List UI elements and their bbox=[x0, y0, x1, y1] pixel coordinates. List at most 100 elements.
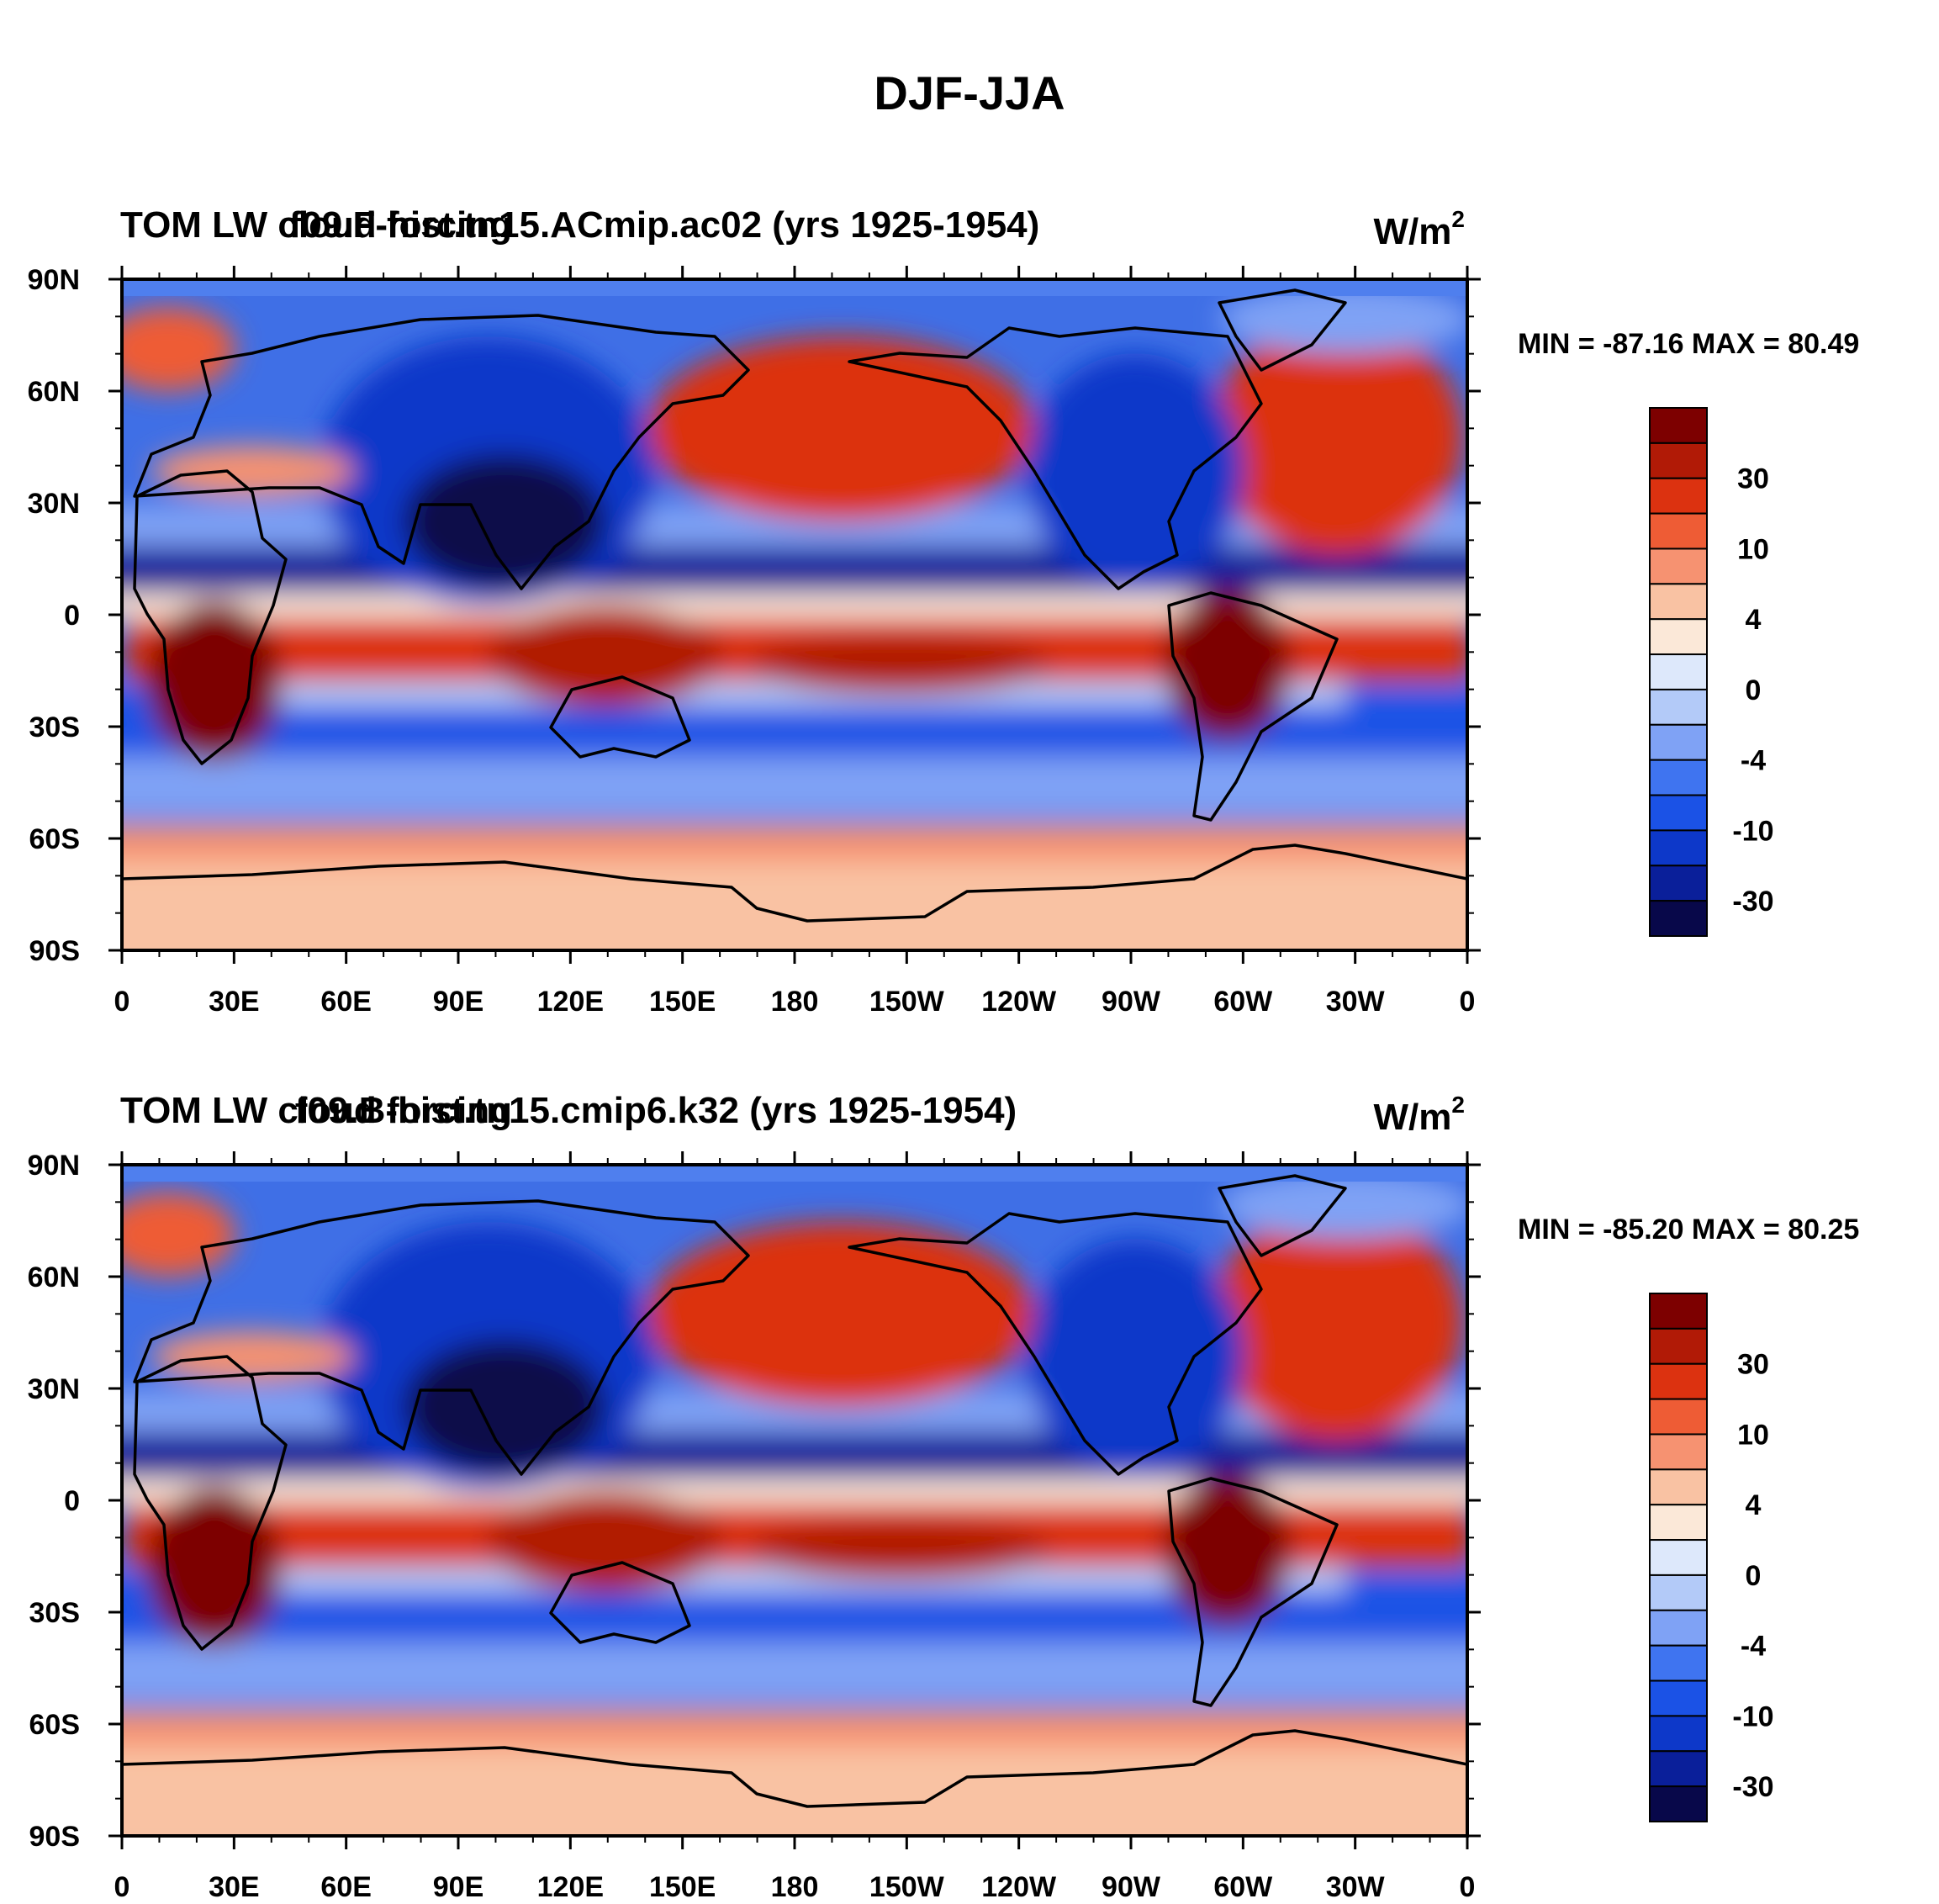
map-field bbox=[122, 1165, 1467, 1836]
north-america-cold bbox=[1026, 353, 1244, 589]
colorbar-label: 4 bbox=[1746, 1489, 1762, 1521]
lon-label: 30W bbox=[1326, 1871, 1386, 1903]
panel-case-title: f09.F-hist.tn15.ACmip.ac02 (yrs 1925-195… bbox=[289, 204, 1040, 246]
lon-label: 30E bbox=[209, 986, 260, 1018]
coast-africa bbox=[133, 469, 288, 765]
lat-label: 60S bbox=[29, 823, 81, 855]
colorbar-box bbox=[1649, 794, 1708, 832]
coast-europe-asia bbox=[133, 1199, 750, 1476]
colorbar-label: 0 bbox=[1746, 674, 1762, 706]
coast-north-america bbox=[848, 326, 1263, 590]
lat-label: 0 bbox=[64, 1485, 80, 1517]
lon-label: 60E bbox=[320, 986, 372, 1018]
colorbar-box bbox=[1649, 688, 1708, 726]
latitude-labels: 90N 60N 30N 0 30S 60S 90S bbox=[28, 264, 80, 967]
colorbar-box bbox=[1649, 653, 1708, 690]
nordic-warm bbox=[122, 307, 235, 391]
colorbar-box bbox=[1649, 723, 1708, 761]
colorbar-box bbox=[1649, 1785, 1708, 1822]
colorbar-box bbox=[1649, 1750, 1708, 1788]
colorbar-box bbox=[1649, 1573, 1708, 1611]
colorbar-box bbox=[1649, 1504, 1708, 1542]
longitude-labels: 0 30E 60E 90E 120E 150E 180 150W 120W 90W 60W 30W 0 bbox=[114, 986, 1476, 1018]
colorbar-label: -30 bbox=[1732, 886, 1773, 918]
north-america-cold bbox=[1026, 1239, 1244, 1474]
units-base: W/m bbox=[1374, 211, 1452, 252]
spcz-warm bbox=[748, 635, 1051, 694]
southern-ocean-warm-band bbox=[122, 1710, 1467, 1748]
north-atlantic-warm bbox=[1211, 320, 1463, 555]
panel-left-title: TOM LW cloud forcing bbox=[120, 1090, 512, 1131]
lon-label: 120E bbox=[537, 1871, 604, 1903]
lat-label: 90S bbox=[29, 1821, 81, 1853]
colorbar-box bbox=[1649, 547, 1708, 585]
colorbar-label: 10 bbox=[1737, 1419, 1769, 1451]
colorbar-box bbox=[1649, 1293, 1708, 1330]
arctic-pale bbox=[1219, 286, 1467, 353]
lat-label: 60S bbox=[29, 1709, 81, 1741]
colorbar-label: 30 bbox=[1737, 1349, 1769, 1381]
south-america-warm bbox=[1165, 1474, 1291, 1626]
lat-label: 30S bbox=[29, 1597, 81, 1629]
tibet-core-cold bbox=[404, 1340, 605, 1474]
coastlines bbox=[122, 288, 1467, 923]
equatorial-pale-band bbox=[122, 589, 1467, 618]
colorbar-box bbox=[1649, 618, 1708, 656]
colorbar-box bbox=[1649, 1679, 1708, 1717]
europe-warm bbox=[151, 446, 353, 496]
colorbar: 30 10 4 0 -4 -10 -30 bbox=[1649, 407, 1774, 937]
north-tropical-cold-band bbox=[122, 1432, 1467, 1478]
coast-antarctica bbox=[122, 844, 1467, 923]
north-atlantic-warm bbox=[1211, 1205, 1463, 1441]
lon-label: 60E bbox=[320, 1871, 372, 1903]
africa-warm bbox=[147, 601, 282, 761]
coast-greenland bbox=[1218, 288, 1347, 372]
colorbar-box bbox=[1649, 865, 1708, 902]
colorbar-box bbox=[1649, 1362, 1708, 1400]
colorbar-box bbox=[1649, 407, 1708, 444]
coast-europe-asia bbox=[133, 314, 750, 590]
north-pacific-warm bbox=[647, 1222, 1034, 1407]
coast-south-america bbox=[1167, 591, 1339, 822]
coastlines bbox=[122, 1174, 1467, 1808]
lon-label: 180 bbox=[771, 1871, 819, 1903]
lon-label: 90E bbox=[433, 1871, 484, 1903]
colorbar-label: 0 bbox=[1746, 1560, 1762, 1592]
colorbar-box bbox=[1649, 1715, 1708, 1753]
colorbar-box bbox=[1649, 477, 1708, 515]
lon-label: 90W bbox=[1102, 1871, 1161, 1903]
lat-label: 30N bbox=[28, 488, 80, 520]
coast-north-america bbox=[848, 1212, 1263, 1476]
panel-case-title: f09.B-hist.tn15.cmip6.k32 (yrs 1925-1954… bbox=[295, 1090, 1017, 1131]
lon-label: 150E bbox=[649, 1871, 716, 1903]
colorbar-label: -10 bbox=[1732, 815, 1773, 847]
polar-band bbox=[122, 279, 1467, 296]
colorbar-label: -30 bbox=[1732, 1771, 1773, 1803]
europe-warm bbox=[151, 1331, 353, 1382]
lon-label: 90W bbox=[1102, 986, 1161, 1018]
lon-label: 60W bbox=[1213, 1871, 1273, 1903]
coast-greenland bbox=[1218, 1174, 1347, 1257]
colorbar-label: 4 bbox=[1746, 604, 1762, 636]
colorbar: 30 10 4 0 -4 -10 -30 bbox=[1649, 1293, 1774, 1822]
nordic-warm bbox=[122, 1193, 235, 1277]
lon-label: 120W bbox=[981, 986, 1057, 1018]
min-max-label: MIN = -85.20 MAX = 80.25 bbox=[1518, 1214, 1859, 1246]
axis-ticks bbox=[108, 1151, 1481, 1849]
lat-label: 90S bbox=[29, 935, 81, 967]
colorbar-box bbox=[1649, 1539, 1708, 1576]
polar-band bbox=[122, 1165, 1467, 1182]
colorbar-box bbox=[1649, 1468, 1708, 1506]
africa-warm bbox=[147, 1487, 282, 1647]
equatorial-pale-band bbox=[122, 1474, 1467, 1504]
colorbar-label: -4 bbox=[1741, 1631, 1766, 1663]
colorbar-box bbox=[1649, 1398, 1708, 1436]
coast-antarctica bbox=[122, 1729, 1467, 1808]
lon-label: 0 bbox=[114, 986, 130, 1018]
units-label: W/m2 bbox=[1374, 1092, 1465, 1138]
lon-label: 30W bbox=[1326, 986, 1386, 1018]
colorbar-label: 30 bbox=[1737, 463, 1769, 495]
colorbar-box bbox=[1649, 900, 1708, 937]
lon-label: 150E bbox=[649, 986, 716, 1018]
colorbar-box bbox=[1649, 512, 1708, 550]
